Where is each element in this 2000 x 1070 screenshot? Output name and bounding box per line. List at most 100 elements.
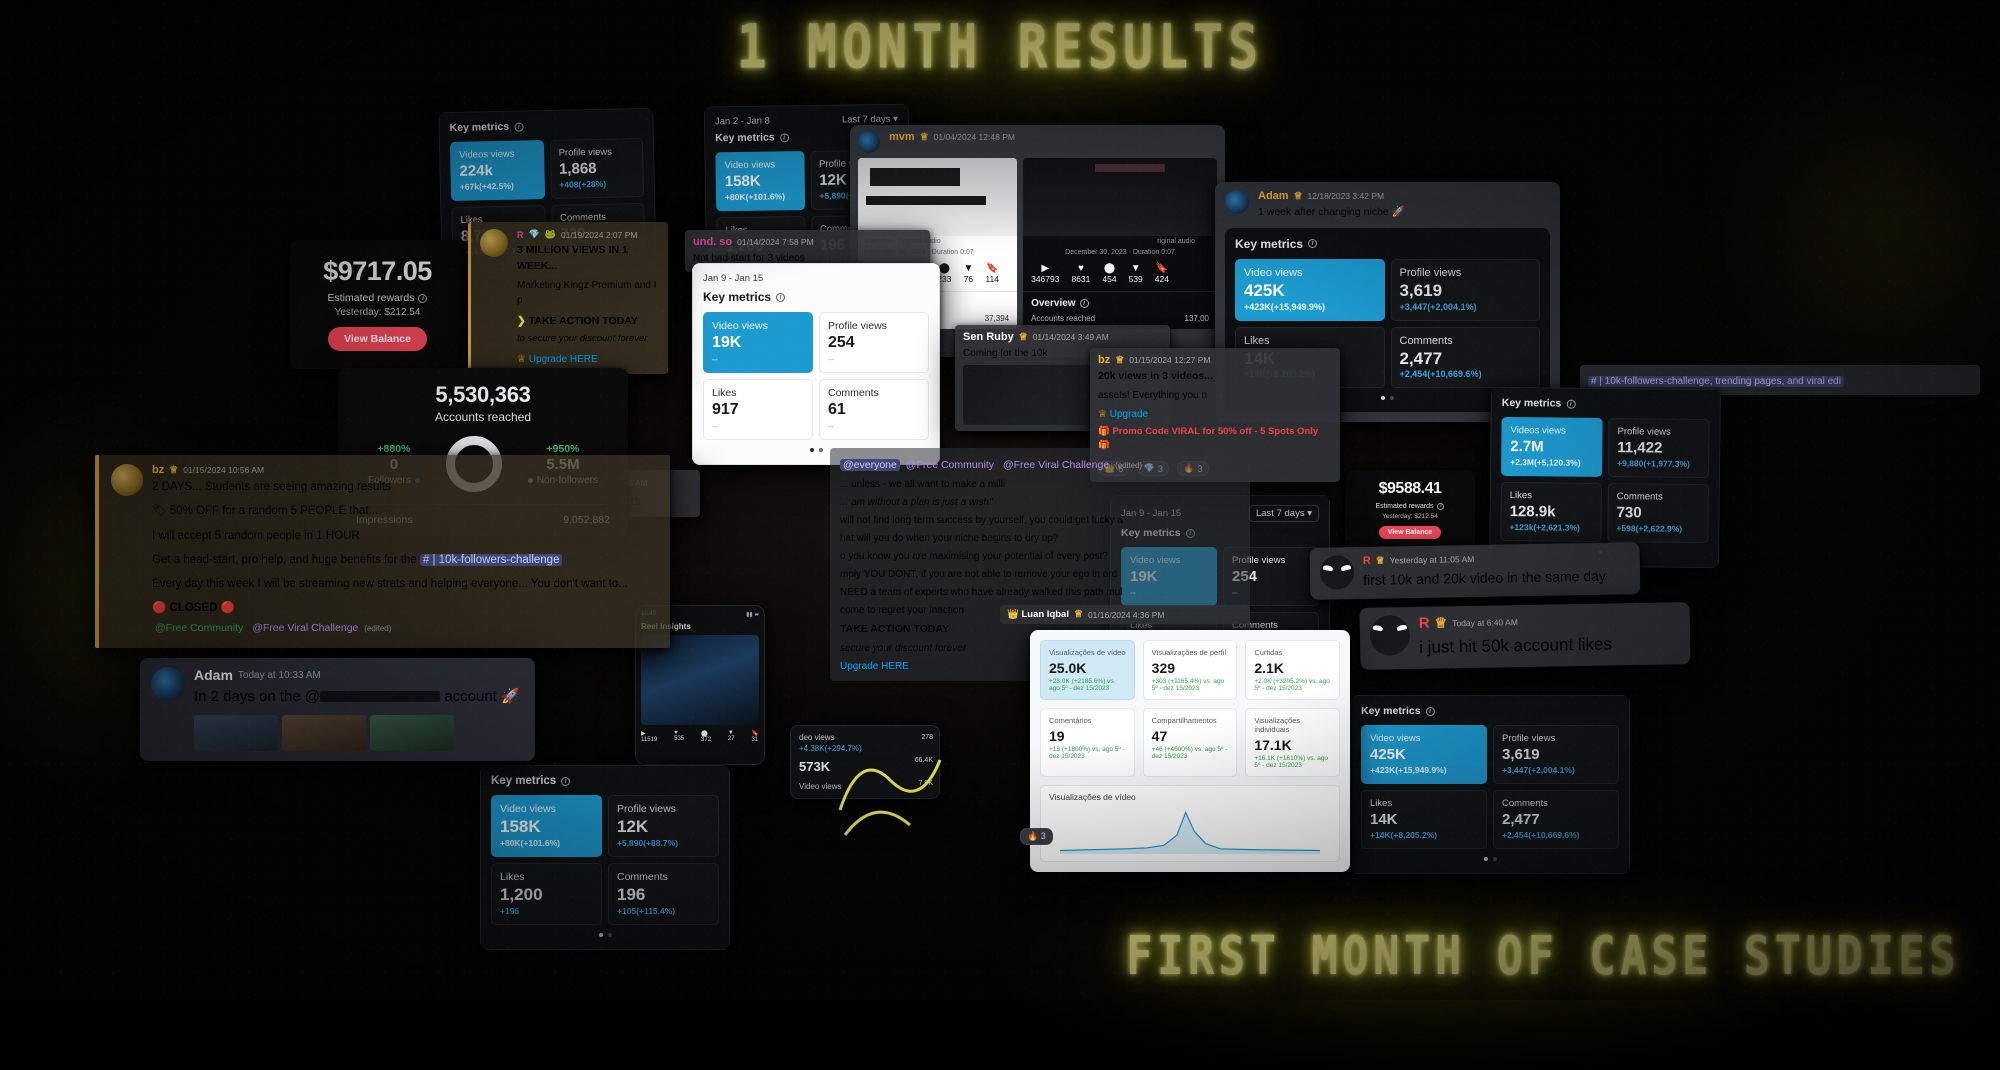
period-selector[interactable]: Last 7 days ▾ <box>1248 505 1319 522</box>
mention-free-community[interactable]: @Free Community <box>905 459 995 471</box>
discord-message-adam-bottom[interactable]: Adam Today at 10:33 AM In 2 days on the … <box>140 658 535 761</box>
metric-cell-likes[interactable]: Likes 917 -- <box>703 378 813 440</box>
post-thumbnail[interactable] <box>1023 158 1217 236</box>
tile-shares[interactable]: Compartilhamentos 47 +46 (+4600%) vs. ag… <box>1142 708 1238 777</box>
dot-active[interactable] <box>1381 396 1385 401</box>
mention-free-viral[interactable]: @Free Viral Challenge <box>252 621 359 634</box>
info-icon[interactable]: i <box>514 121 524 132</box>
carousel-dots[interactable] <box>1361 856 1619 861</box>
carousel-dots[interactable] <box>491 932 719 937</box>
metric-cell-profile-views[interactable]: Profile views 1,868 +408(+28%) <box>549 137 645 199</box>
view-balance-button[interactable]: View Balance <box>328 327 427 351</box>
dot[interactable] <box>818 447 823 452</box>
dot[interactable] <box>607 932 612 937</box>
metric-cell-likes[interactable]: Likes 128.9k +123k(+2,621.3%) <box>1500 481 1602 542</box>
tile-comments[interactable]: Comentários 19 +18 (+1800%) vs. ago 5º -… <box>1040 708 1135 777</box>
post-thumbnail[interactable] <box>858 158 1018 236</box>
tiktok-analytics-card[interactable]: Visualizações de vídeo 25.0K +23.0K (+21… <box>1030 630 1350 872</box>
metric-cell-comments[interactable]: Comments 196 +105(+115.4%) <box>608 862 719 925</box>
upgrade-link[interactable]: Upgrade HERE <box>528 353 598 365</box>
mention-free-viral[interactable]: @Free Viral Challenge <box>1002 459 1110 471</box>
tile-likes[interactable]: Curtidas 2.1K +2.0K (+3205.2%) vs. ago 5… <box>1245 640 1340 700</box>
info-icon[interactable]: i <box>1437 503 1445 510</box>
attachment-thumb-1[interactable] <box>194 714 278 751</box>
avatar[interactable] <box>111 464 143 496</box>
crown-icon: ♕ <box>169 464 179 476</box>
info-icon[interactable]: i <box>418 293 428 303</box>
metrics-panel-27m[interactable]: Key metrics i Videos views 2.7M +2.3M(+5… <box>1489 386 1721 568</box>
metric-cell-profile-views[interactable]: Profile views 12K +5,890(+88.7%) <box>608 795 719 857</box>
channel-link[interactable]: # | 10k-followers-challenge, trending pa… <box>1588 376 1844 387</box>
avatar[interactable] <box>151 667 185 701</box>
signal-icons: ▮▮ ▰ <box>746 612 759 618</box>
metric-cell-video-views[interactable]: Videos views 2.7M +2.3M(+5,120.3%) <box>1501 416 1603 477</box>
info-icon[interactable]: i <box>1566 399 1576 409</box>
info-icon[interactable]: i <box>779 132 789 142</box>
info-icon[interactable]: i <box>1079 299 1089 308</box>
metric-cell-video-views[interactable]: Video views 425K +423K(+15,949.9%) <box>1235 258 1385 321</box>
metric-cell-profile-views[interactable]: Profile views 11,422 +9,880(+1,977.3%) <box>1608 418 1710 478</box>
tile-unique-views[interactable]: Visualizações individuais 17.1K +16.1K (… <box>1245 708 1340 777</box>
metric-cell-comments[interactable]: Comments 2,477 +2,454(+10,669.6%) <box>1493 789 1619 849</box>
channel-link-10k[interactable]: # | 10k-followers-challenge <box>419 553 563 566</box>
reaction-badge-bottom[interactable]: 🔥 3 <box>1020 828 1053 845</box>
avatar[interactable] <box>858 131 880 153</box>
info-icon[interactable]: i <box>1308 239 1318 249</box>
discord-message-3million[interactable]: R 💎 🐸 01/19/2024 2:07 PM 3 MILLION VIEWS… <box>468 222 668 374</box>
reach-value: 5,530,363 <box>435 382 531 407</box>
metric-cell-video-views[interactable]: Video views 425K +423K(+15,949.9%) <box>1361 725 1487 784</box>
metric-cell-likes[interactable]: Likes 1,200 +196 <box>491 862 602 925</box>
avatar[interactable] <box>480 229 508 257</box>
dot-active[interactable] <box>809 447 814 452</box>
avatar[interactable] <box>1319 555 1355 590</box>
metric-cell-video-views[interactable]: Video views 158K +80K(+101.6%) <box>715 151 805 212</box>
metric-cell-likes[interactable]: Likes 14K +14K(+8,205.2%) <box>1361 789 1487 849</box>
message-author: Sen Ruby ♕ 01/14/2024 3:49 AM <box>963 331 1162 343</box>
discord-message-r-10k20k[interactable]: R ♕ Yesterday at 11:05 AM first 10k and … <box>1309 542 1641 600</box>
metric-cell-profile-views[interactable]: Profile views 3,619 +3,447(+2,004.1%) <box>1493 725 1619 784</box>
metric-cell-video-views[interactable]: Video views 19K -- <box>703 312 813 373</box>
info-icon[interactable]: i <box>561 776 571 786</box>
dot-active[interactable] <box>598 932 603 937</box>
metrics-panel-425k-bottom[interactable]: Key metrics i Video views 425K +423K(+15… <box>1350 695 1630 874</box>
upgrade-link[interactable]: Upgrade <box>1109 408 1149 420</box>
metric-cell-profile-views[interactable]: Profile views 3,619 +3,447(+2,004.1%) <box>1390 258 1540 321</box>
avatar[interactable] <box>1225 190 1249 214</box>
avatar[interactable] <box>1369 615 1411 656</box>
balance-label-row: Estimated rewards i <box>1357 503 1463 510</box>
balance-card-9717[interactable]: $9717.05 Estimated rewards i Yesterday: … <box>290 240 465 369</box>
small-metrics-panel-mid[interactable]: deo views +4.38K(+294.7%) 573K Video vie… <box>790 725 940 799</box>
timestamp: 01/19/2024 2:07 PM <box>560 229 638 240</box>
metric-value: 425K <box>1244 280 1285 300</box>
discord-message-r-50k[interactable]: R ♕ Today at 6:40 AM i just hit 50k acco… <box>1359 602 1691 670</box>
mention-everyone[interactable]: @everyone <box>840 459 900 471</box>
metrics-panel-19k-light[interactable]: Jan 9 - Jan 15 Key metrics i Video views… <box>692 263 940 465</box>
tile-video-views[interactable]: Visualizações de vídeo 25.0K +23.0K (+21… <box>1040 640 1135 700</box>
metric-cell-profile-views[interactable]: Profile views 254 -- <box>819 312 929 373</box>
metric-cell-video-views[interactable]: Videos views 224k +67k(+42.5%) <box>449 140 545 201</box>
author-name: und. so <box>693 236 733 248</box>
view-balance-button[interactable]: View Balance <box>1378 526 1442 539</box>
info-icon[interactable]: i <box>776 292 786 302</box>
timestamp: 01/16/2024 4:36 PM <box>1087 609 1165 620</box>
attachment-thumb-2[interactable] <box>282 714 366 751</box>
dot[interactable] <box>1492 856 1497 861</box>
discord-message-bz-main[interactable]: bz ♕ 01/15/2024 10:56 AM 2 DAYS... Stude… <box>95 455 670 649</box>
period-selector[interactable]: Last 7 days ▾ <box>841 113 899 126</box>
ig-post-dark[interactable]: riginal audio December 30, 2023 · Durati… <box>1023 158 1217 329</box>
metric-cell-comments[interactable]: Comments 2,477 +2,454(+10,669.6%) <box>1390 326 1540 389</box>
tile-profile-views[interactable]: Visualizações de perfil 329 +303 (+1165.… <box>1142 640 1238 700</box>
metrics-panel-158k-bottom[interactable]: Key metrics i Video views 158K +80K(+101… <box>480 765 730 950</box>
info-icon[interactable]: i <box>1425 706 1435 716</box>
metric-cell-comments[interactable]: Comments 61 -- <box>819 378 929 440</box>
metric-cell-comments[interactable]: Comments 730 +598(+2,622.9%) <box>1607 482 1709 543</box>
attachment-thumb-3[interactable] <box>370 714 454 751</box>
metric-cell-video-views[interactable]: Video views 158K +80K(+101.6%) <box>491 795 602 857</box>
tiktok-line-chart[interactable]: Visualizações de vídeo <box>1040 785 1340 862</box>
mention-free-community[interactable]: @Free Community <box>155 621 244 634</box>
dot-active[interactable] <box>1483 856 1488 861</box>
reel-thumbnail[interactable] <box>641 635 759 725</box>
discord-message-luan[interactable]: 👑 Luan Iqbal ♕ 01/16/2024 4:36 PM <box>1000 605 1250 624</box>
dot[interactable] <box>1390 396 1394 401</box>
balance-card-9588[interactable]: $9588.41 Estimated rewards i Yesterday: … <box>1345 470 1475 551</box>
